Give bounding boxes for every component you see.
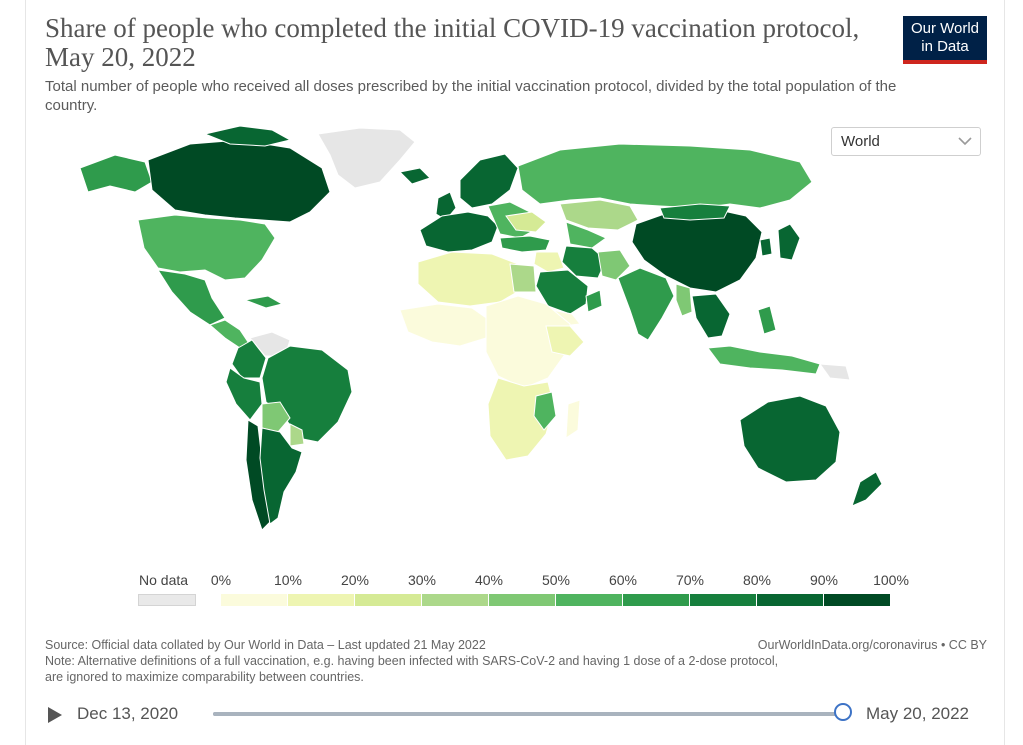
map-region-canada-islands[interactable]	[203, 125, 292, 147]
map-region-iceland[interactable]	[398, 167, 431, 185]
chevron-down-icon	[958, 137, 972, 146]
legend-tick-label: 20%	[340, 572, 370, 588]
map-region-india[interactable]	[617, 267, 675, 341]
map-region-north-africa[interactable]	[417, 251, 525, 307]
map-region-mozambique[interactable]	[533, 391, 557, 431]
legend-tick-label: 40%	[474, 572, 504, 588]
legend-bin	[690, 594, 757, 606]
region-select[interactable]: World	[831, 127, 981, 156]
map-region-papua-new-guinea[interactable]	[818, 363, 851, 381]
legend-tick-label: 70%	[675, 572, 705, 588]
legend-bin	[422, 594, 489, 606]
legend-bin	[824, 594, 891, 606]
map-region-united-states[interactable]	[137, 214, 276, 281]
map-region-oman[interactable]	[585, 289, 603, 313]
source-text: Source: Official data collated by Our Wo…	[45, 638, 486, 652]
legend-bin	[623, 594, 690, 606]
map-region-ukraine[interactable]	[505, 211, 547, 233]
map-region-paraguay[interactable]	[289, 423, 305, 447]
owid-logo[interactable]: Our World in Data	[903, 16, 987, 64]
logo-line-1: Our World	[910, 20, 980, 37]
color-legend: No data 0% 10% 20% 30% 40% 50% 60% 70% 80% 90% 100…	[135, 570, 925, 615]
timeline-track-fill	[213, 712, 845, 716]
timeline-track[interactable]	[213, 712, 845, 716]
map-region-turkey[interactable]	[499, 235, 551, 253]
map-region-central-america[interactable]	[209, 319, 251, 349]
map-region-bolivia[interactable]	[261, 401, 291, 433]
map-region-greenland[interactable]	[317, 127, 416, 189]
legend-bin	[757, 594, 824, 606]
map-region-scandinavia[interactable]	[459, 153, 519, 209]
frame-right-border	[1004, 0, 1005, 745]
timeline: Dec 13, 2020 May 20, 2022	[40, 700, 990, 730]
map-region-australia[interactable]	[739, 395, 841, 483]
map-region-alaska[interactable]	[79, 154, 153, 193]
legend-bin	[556, 594, 623, 606]
legend-tick-label: 50%	[541, 572, 571, 588]
map-region-new-zealand[interactable]	[851, 471, 883, 507]
map-region-saudi-arabia[interactable]	[535, 269, 589, 315]
legend-bin	[355, 594, 422, 606]
timeline-end-date[interactable]: May 20, 2022	[866, 704, 970, 723]
map-region-central-africa[interactable]	[485, 295, 571, 389]
timeline-start-date[interactable]: Dec 13, 2020	[77, 704, 179, 723]
legend-tick-label: 30%	[407, 572, 437, 588]
legend-tick-label: 10%	[273, 572, 303, 588]
legend-bin	[489, 594, 556, 606]
map-region-madagascar[interactable]	[565, 399, 581, 439]
map-region-southeast-asia[interactable]	[691, 293, 731, 339]
map-region-iraq[interactable]	[533, 251, 565, 273]
map-region-kazakhstan[interactable]	[559, 199, 639, 231]
map-region-russia[interactable]	[517, 143, 813, 209]
map-region-japan[interactable]	[777, 223, 801, 261]
map-region-peru[interactable]	[225, 367, 263, 421]
world-map[interactable]	[40, 120, 980, 540]
legend-tick-label: 80%	[742, 572, 772, 588]
map-region-myanmar[interactable]	[675, 283, 693, 317]
legend-no-data-label: No data	[139, 572, 189, 588]
map-region-horn-of-africa[interactable]	[545, 325, 585, 357]
timeline-handle[interactable]	[834, 703, 852, 721]
map-region-philippines[interactable]	[757, 305, 777, 335]
chart-title: Share of people who completed the initia…	[45, 13, 860, 72]
map-region-mongolia[interactable]	[659, 203, 731, 221]
legend-bin	[288, 594, 355, 606]
map-region-pakistan[interactable]	[597, 249, 631, 281]
legend-bin	[221, 594, 288, 606]
map-region-brazil[interactable]	[261, 345, 353, 443]
legend-tick-label: 60%	[608, 572, 638, 588]
map-region-caribbean[interactable]	[243, 295, 284, 309]
region-select-value: World	[841, 133, 880, 150]
note-line-1: Note: Alternative definitions of a full …	[45, 654, 779, 668]
chart-footer: Source: Official data collated by Our Wo…	[45, 637, 990, 685]
map-region-argentina[interactable]	[259, 427, 303, 525]
map-region-mexico[interactable]	[156, 269, 226, 326]
map-region-canada[interactable]	[147, 139, 331, 223]
note-line-2: are ignored to maximize comparability be…	[45, 670, 364, 684]
logo-line-2: in Data	[921, 38, 969, 55]
map-region-united-kingdom[interactable]	[435, 191, 457, 221]
map-region-indonesia[interactable]	[707, 345, 821, 375]
map-region-central-asia[interactable]	[565, 221, 608, 249]
map-region-western-europe[interactable]	[419, 211, 499, 253]
legend-tick-label: 90%	[809, 572, 839, 588]
credit-link[interactable]: OurWorldInData.org/coronavirus • CC BY	[757, 638, 987, 652]
map-region-egypt[interactable]	[509, 263, 537, 293]
map-region-west-africa[interactable]	[399, 303, 493, 347]
legend-no-data-swatch	[138, 594, 196, 606]
map-region-colombia[interactable]	[231, 339, 267, 379]
play-icon[interactable]	[46, 706, 64, 724]
legend-tick-label: 0%	[210, 572, 232, 588]
legend-tick-label: 100%	[873, 572, 909, 588]
map-region-korea[interactable]	[759, 237, 773, 257]
frame-left-border	[25, 0, 26, 745]
chart-subtitle: Total number of people who received all …	[45, 78, 897, 114]
